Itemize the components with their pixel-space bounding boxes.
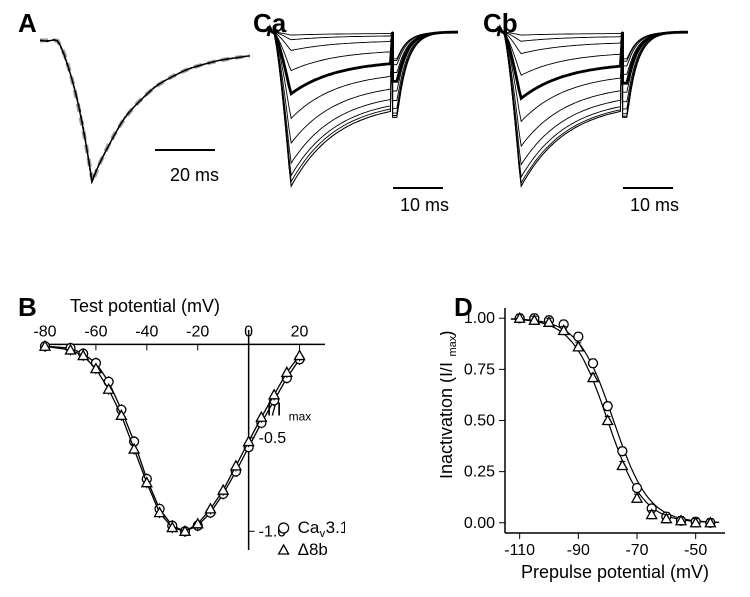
panel-cb-scalebar-label: 10 ms	[630, 195, 679, 216]
svg-text:-60: -60	[84, 323, 107, 340]
panel-d-inactivation-plot: -110 -90 -70 -50 0.00 0.25 0.50 0.75 1.00 Prepuls…	[440, 288, 740, 588]
svg-text:20: 20	[291, 323, 309, 340]
panel-cb-traces	[495, 20, 705, 220]
svg-text:3.1a: 3.1a	[326, 518, 345, 537]
svg-text:-110: -110	[504, 542, 535, 559]
svg-text:max: max	[289, 409, 312, 423]
svg-text:0.00: 0.00	[464, 515, 495, 532]
svg-text:0.75: 0.75	[464, 361, 495, 378]
svg-text:-20: -20	[186, 323, 209, 340]
svg-text:-80: -80	[33, 323, 56, 340]
svg-text:0.50: 0.50	[464, 413, 495, 430]
svg-text:Ca: Ca	[298, 518, 320, 537]
svg-text:-70: -70	[625, 542, 648, 559]
panel-ca-scalebar-label: 10 ms	[400, 195, 449, 216]
panel-ca-traces	[265, 20, 475, 220]
svg-text:1.00: 1.00	[464, 310, 495, 327]
panel-a-scalebar-label: 20 ms	[170, 165, 219, 186]
svg-text:-0.5: -0.5	[259, 430, 287, 447]
svg-text:-40: -40	[135, 323, 158, 340]
svg-text:): )	[440, 331, 456, 337]
svg-text:0.25: 0.25	[464, 464, 495, 481]
svg-text:max: max	[447, 335, 459, 356]
svg-text:Δ8b: Δ8b	[298, 540, 328, 559]
svg-text:Test potential (mV): Test potential (mV)	[70, 296, 220, 316]
svg-text:0: 0	[244, 323, 253, 340]
panel-b-iv-plot: -80-60-40-20020-0.5-1.0Test potential (m…	[15, 290, 345, 590]
svg-text:-90: -90	[567, 542, 590, 559]
svg-text:Prepulse potential (mV): Prepulse potential (mV)	[521, 562, 709, 582]
svg-text:-50: -50	[684, 542, 707, 559]
svg-text:Inactivation (I/I: Inactivation (I/I	[440, 362, 456, 479]
panel-label-a: A	[18, 8, 37, 39]
